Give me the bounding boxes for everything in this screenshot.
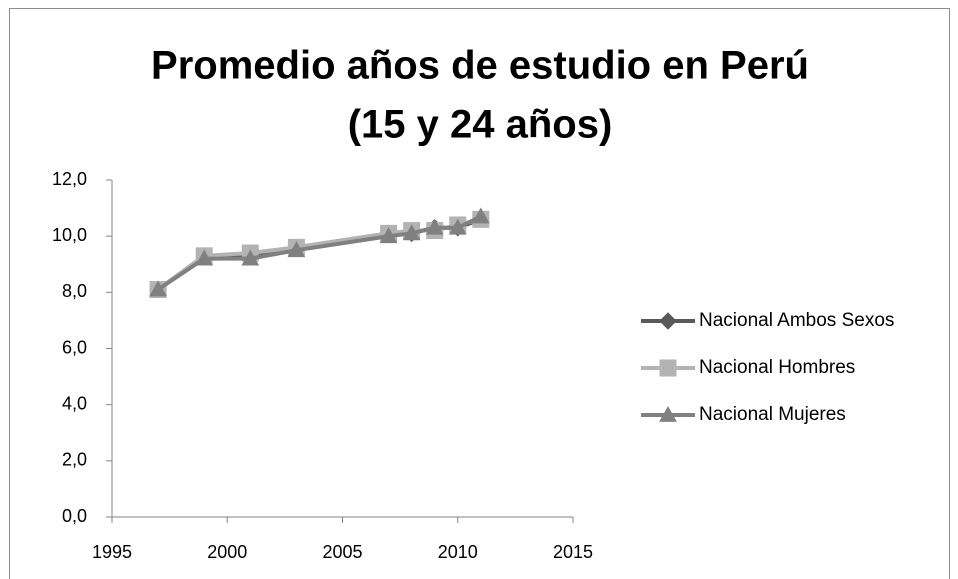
y-tick-label: 10,0 [52,225,87,245]
marker [425,218,444,235]
y-tick-label: 4,0 [62,393,87,413]
y-tick-label: 8,0 [62,281,87,301]
y-tick-label: 6,0 [62,337,87,357]
marker [659,405,677,422]
x-tick-label: 2000 [207,542,247,562]
chart-title: (15 y 24 años) [348,103,613,147]
x-tick-label: 2010 [438,542,478,562]
marker [402,224,421,241]
marker [448,218,467,235]
marker [659,359,677,377]
legend-text: Nacional Mujeres [699,404,846,425]
chart-title: Promedio años de estudio en Perú [151,44,809,88]
x-tick-label: 2005 [322,542,362,562]
legend-text: Nacional Ambos Sexos [699,310,894,331]
legend-text: Nacional Hombres [699,357,855,378]
y-tick-label: 0,0 [62,506,87,526]
x-tick-label: 1995 [92,542,132,562]
marker [659,312,677,330]
marker [287,241,306,258]
y-tick-label: 2,0 [62,450,87,470]
marker [471,207,490,224]
marker [195,249,214,266]
y-tick-label: 12,0 [52,169,87,189]
x-tick-label: 2015 [553,542,593,562]
marker [379,227,398,244]
marker [149,280,167,297]
marker [241,249,260,266]
